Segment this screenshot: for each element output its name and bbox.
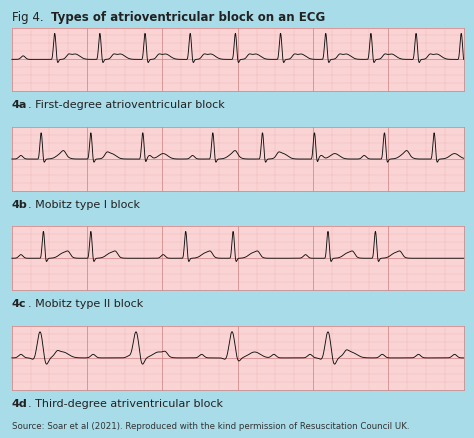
- Text: 4c: 4c: [12, 299, 27, 309]
- Text: Source: Soar et al (2021). Reproduced with the kind permission of Resuscitation : Source: Soar et al (2021). Reproduced wi…: [12, 421, 410, 430]
- Text: 4a: 4a: [12, 100, 27, 110]
- Text: . Mobitz type II block: . Mobitz type II block: [28, 299, 143, 309]
- Bar: [12, 128, 464, 191]
- Text: . Third-degree atriventricular block: . Third-degree atriventricular block: [28, 398, 223, 408]
- Bar: [12, 28, 464, 92]
- Text: Types of atrioventricular block on an ECG: Types of atrioventricular block on an EC…: [51, 11, 326, 24]
- Text: 4b: 4b: [12, 199, 27, 209]
- Text: . Mobitz type I block: . Mobitz type I block: [28, 199, 140, 209]
- Bar: [12, 227, 464, 290]
- Text: 4d: 4d: [12, 398, 27, 408]
- Text: . First-degree atrioventricular block: . First-degree atrioventricular block: [28, 100, 225, 110]
- Bar: [12, 326, 464, 390]
- Text: Fig 4.: Fig 4.: [12, 11, 47, 24]
